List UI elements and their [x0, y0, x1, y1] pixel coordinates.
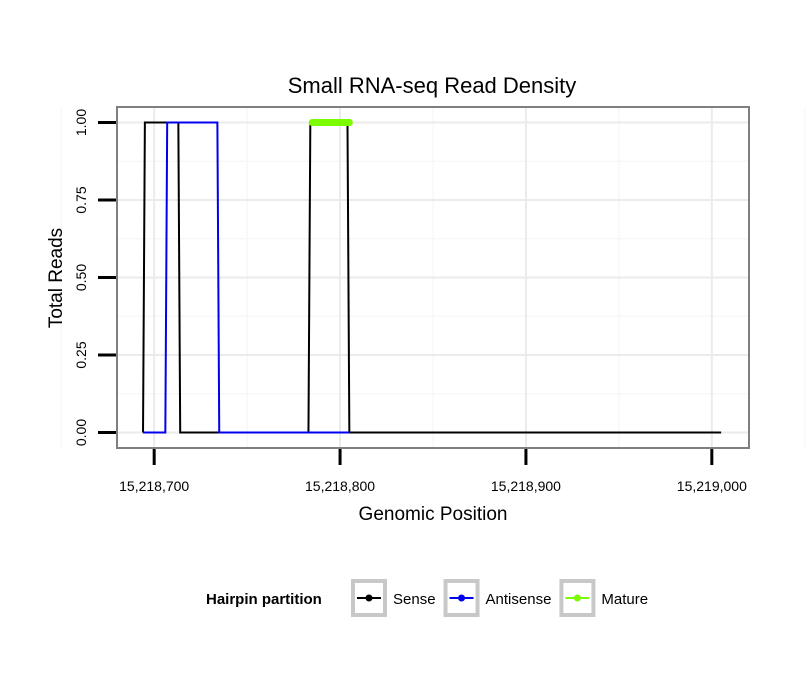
series-line-antisense	[143, 121, 350, 434]
legend-label: Antisense	[486, 591, 552, 608]
x-tick-label: 15,219,000	[677, 478, 747, 494]
series-point-mature	[327, 119, 334, 126]
series-point-mature	[318, 119, 325, 126]
y-tick-label: 0.50	[73, 264, 89, 291]
x-tick-label: 15,218,800	[305, 478, 375, 494]
series-point-mature	[309, 119, 316, 126]
legend-label: Sense	[393, 591, 436, 608]
series-point-mature	[346, 119, 353, 126]
legend-key-point	[365, 594, 373, 602]
legend-item-sense: Sense	[351, 579, 436, 617]
chart-title: Small RNA-seq Read Density	[288, 73, 577, 98]
plot-border	[116, 106, 750, 449]
series-layer	[142, 119, 722, 434]
y-tick-label: 1.00	[73, 109, 89, 136]
y-axis-title: Total Reads	[46, 228, 67, 328]
x-tick-label: 15,218,900	[491, 478, 561, 494]
legend-label: Mature	[601, 591, 648, 608]
x-tick-label: 15,218,700	[119, 478, 189, 494]
legend-key-point	[458, 594, 466, 602]
series-point-mature	[337, 119, 344, 126]
legend-key-point	[573, 594, 581, 602]
x-axis-title: Genomic Position	[359, 504, 508, 525]
y-tick-label: 0.75	[73, 186, 89, 213]
y-tick-label: 0.25	[73, 341, 89, 368]
legend-item-antisense: Antisense	[443, 579, 552, 617]
legend-title: Hairpin partition	[206, 591, 322, 608]
y-axis: 0.00 0.25 0.50 0.75 1.00	[73, 109, 116, 446]
legend: Hairpin partition Sense Antisense Mature	[206, 579, 648, 617]
legend-item-mature: Mature	[559, 579, 648, 617]
x-axis: 15,218,700 15,218,800 15,218,900 15,219,000	[119, 449, 747, 494]
y-tick-label: 0.00	[73, 419, 89, 446]
